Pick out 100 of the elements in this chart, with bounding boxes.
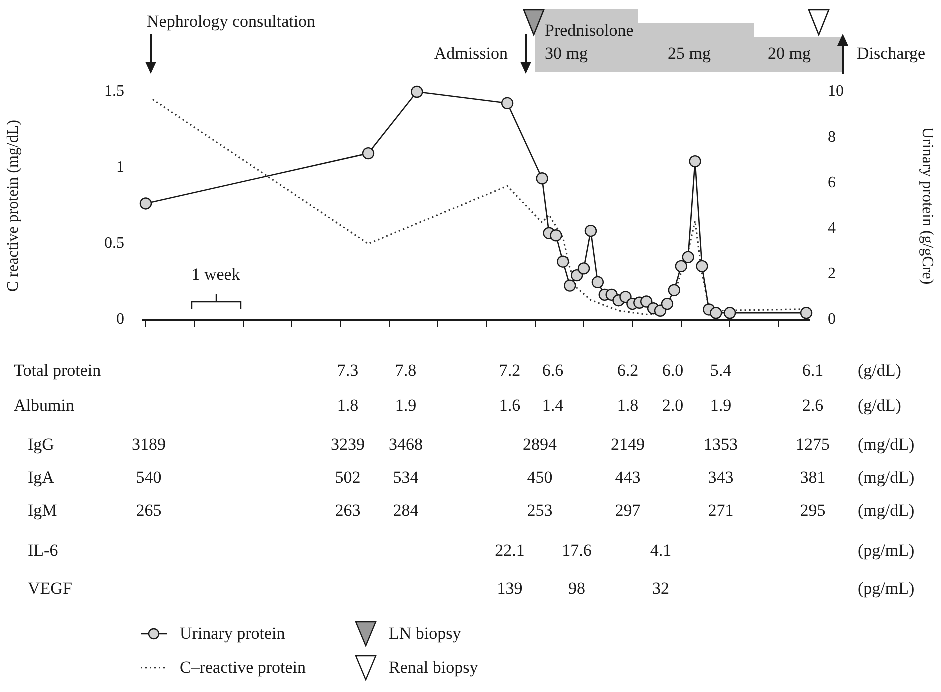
category-label: (mg/dL)	[858, 468, 915, 487]
point	[710, 307, 722, 320]
y-tick-label: 1.5	[104, 83, 124, 100]
text: 534	[393, 468, 419, 487]
text: 22.1	[495, 541, 525, 560]
category-label: (mg/dL)	[858, 501, 915, 520]
text: 1.8	[617, 396, 639, 415]
text: 2.6	[802, 396, 824, 415]
text: Admission	[434, 43, 508, 65]
text: 1.9	[395, 396, 417, 415]
y2-tick-label: 4	[828, 220, 836, 238]
text: 7.8	[395, 361, 417, 380]
category-label: (pg/mL)	[858, 579, 915, 598]
text: 1.9	[710, 396, 732, 415]
text: 20 mg	[768, 43, 811, 65]
point	[140, 198, 152, 210]
text: 7.3	[337, 361, 359, 380]
y-tick-label: 1	[116, 159, 124, 176]
text: 30 mg	[545, 43, 588, 65]
text: 2.0	[662, 396, 684, 415]
text: 1.4	[542, 396, 564, 415]
text: 139	[497, 579, 523, 598]
legend-label: Urinary protein	[180, 624, 286, 644]
point	[668, 284, 681, 296]
point	[536, 172, 548, 185]
text: 98	[568, 579, 586, 598]
point	[578, 262, 590, 275]
text: Nephrology consultation	[147, 11, 316, 33]
point	[501, 97, 514, 110]
text: 7.2	[499, 361, 521, 380]
text: 343	[708, 468, 734, 487]
point	[564, 280, 576, 292]
text: 295	[800, 501, 826, 520]
text: 450	[527, 468, 553, 487]
text: Prednisolone	[545, 20, 634, 42]
category-label: IgA	[28, 468, 54, 487]
category-label: (pg/mL)	[858, 541, 915, 560]
point	[689, 155, 702, 168]
category-label: VEGF	[28, 579, 72, 598]
point	[570, 269, 584, 282]
point	[584, 224, 598, 238]
text: 2149	[611, 435, 645, 454]
point	[411, 86, 424, 98]
text: LN biopsy	[389, 624, 462, 644]
y2-tick-label: 0	[828, 311, 836, 328]
y2-tick-label: 6	[828, 174, 836, 192]
text: 381	[800, 468, 826, 487]
category-label: (mg/dL)	[858, 435, 915, 454]
text: 502	[335, 468, 361, 487]
point	[661, 298, 674, 310]
text: 6.0	[662, 361, 684, 380]
y-tick-label: 0.5	[104, 235, 124, 252]
y2-tick-label: 10	[828, 83, 844, 100]
text: 3239	[331, 435, 365, 454]
point	[675, 260, 688, 273]
y2-tick-label: 8	[828, 128, 836, 146]
point	[682, 251, 694, 264]
text: 3468	[389, 435, 423, 454]
point	[724, 307, 736, 320]
text: 5.4	[710, 361, 732, 380]
text: 1353	[704, 435, 738, 454]
text: 284	[393, 501, 419, 520]
text: 4.1	[650, 541, 672, 560]
text: 6.6	[542, 361, 564, 380]
category-label: Albumin	[14, 396, 74, 415]
text: Renal biopsy	[389, 658, 478, 678]
annotation: 1 week	[190, 264, 242, 286]
category-label: IgM	[28, 501, 58, 520]
text: 6.2	[617, 361, 639, 380]
y-axis-title: C reactive protein (mg/dL)	[4, 120, 22, 292]
text: 297	[615, 501, 641, 520]
point	[557, 256, 570, 268]
point	[362, 147, 375, 160]
text: 25 mg	[668, 43, 711, 65]
category-label: IgG	[28, 435, 54, 454]
point	[620, 291, 632, 304]
point	[640, 296, 653, 308]
text: 1.8	[337, 396, 359, 415]
legend-label: C–reactive protein	[180, 658, 306, 678]
point	[800, 307, 813, 320]
text: 1.6	[499, 396, 521, 415]
text: 32	[652, 579, 670, 598]
text: 1275	[796, 435, 830, 454]
text: 6.1	[802, 361, 824, 380]
text: 443	[615, 468, 641, 487]
category-label: (g/dL)	[858, 396, 902, 415]
text: 17.6	[562, 541, 592, 560]
y-tick-label: 0	[116, 311, 124, 328]
category-label: IL-6	[28, 541, 58, 560]
y2-tick-label: 2	[828, 266, 836, 283]
point	[592, 276, 604, 288]
text: 3189	[132, 435, 166, 454]
category-label: Total protein	[14, 361, 102, 380]
text: 253	[527, 501, 553, 520]
text: 540	[136, 468, 162, 487]
text: 263	[335, 501, 361, 520]
text: Discharge	[857, 43, 926, 65]
text: 271	[708, 501, 734, 520]
text: 265	[136, 501, 162, 520]
point	[550, 230, 562, 242]
